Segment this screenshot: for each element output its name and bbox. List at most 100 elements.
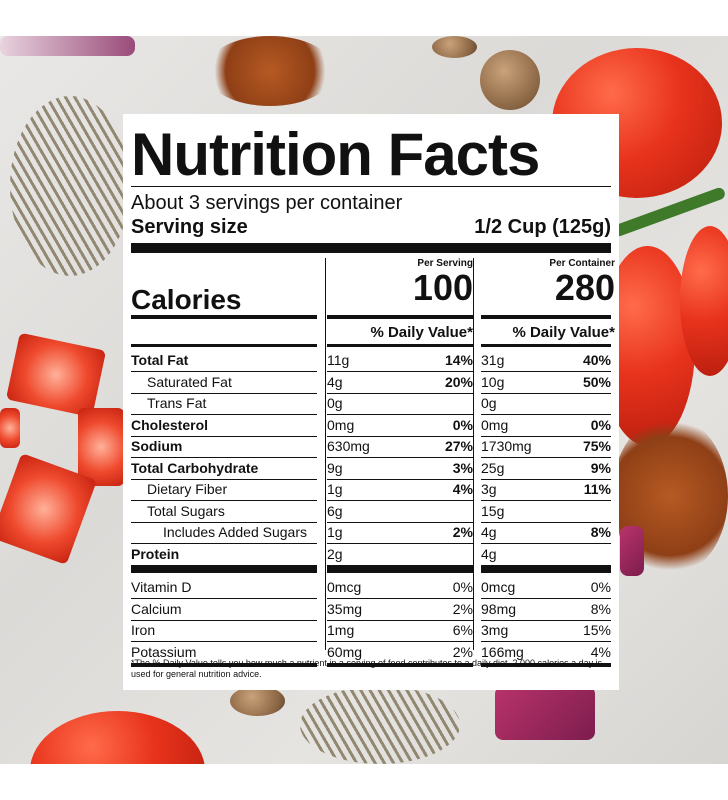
- nutrient-serving-dv: 27%: [444, 438, 473, 454]
- vitamin-serving-dv: 2%: [452, 643, 473, 660]
- nutrient-serving-amount: 630mg: [327, 438, 370, 454]
- vitamin-name: Calcium: [131, 600, 182, 617]
- tomato-wedge: [78, 408, 124, 486]
- thick-rule: [481, 663, 611, 667]
- nutrient-container-amount: 3g: [481, 481, 497, 497]
- row-rule: [131, 543, 317, 544]
- vitamin-name: Vitamin D: [131, 579, 192, 595]
- nutrient-name: Saturated Fat: [147, 373, 232, 390]
- dv-header-container: % Daily Value*: [512, 324, 615, 341]
- nutrient-container-dv: 11%: [583, 481, 611, 497]
- row-rule: [481, 392, 611, 394]
- calories-text: Calories: [131, 284, 242, 315]
- nutrient-serving-dv: 2%: [452, 524, 473, 540]
- red-onion: [620, 526, 644, 576]
- row-rule: [327, 619, 473, 621]
- row-rule: [327, 414, 473, 415]
- vitamin-container-amount: 98mg: [481, 600, 517, 617]
- row-rule: [327, 598, 473, 599]
- serving-size-value: 1/2 Cup (125g): [474, 216, 611, 238]
- nutrient-container-amount: 1730mg: [481, 438, 532, 454]
- servings-per-container: About 3 servings per container: [131, 192, 403, 214]
- row-rule: [327, 478, 473, 480]
- vitamin-serving-amount: 0mcg: [327, 579, 362, 595]
- nutrient-row: Saturated Fat 4g 20% 10g 50%: [131, 372, 611, 393]
- thick-rule: [481, 565, 611, 573]
- per-container-header: Per Container 280: [477, 258, 615, 307]
- nutrient-serving-amount: 1g: [327, 524, 343, 540]
- thick-rule: [327, 315, 473, 319]
- vitamin-serving-amount: 60mg: [327, 643, 363, 660]
- serving-size-row: Serving size 1/2 Cup (125g): [131, 215, 611, 239]
- row-rule: [327, 457, 473, 458]
- nutrient-name: Sodium: [131, 438, 183, 454]
- row-rule: [131, 457, 317, 458]
- vitamin-serving-dv: 6%: [452, 622, 473, 638]
- thick-rule: [131, 663, 317, 667]
- row-rule: [481, 457, 611, 458]
- thick-rule: [481, 315, 611, 319]
- row-rule: [481, 414, 611, 415]
- row-rule: [327, 641, 473, 642]
- nutrient-row: Total Fat 11g 14% 31g 40%: [131, 350, 611, 371]
- red-onion: [0, 36, 135, 56]
- nutrient-name: Total Fat: [131, 352, 189, 368]
- nutrient-row: Trans Fat 0g 0g: [131, 393, 611, 414]
- vitamin-container-dv: 15%: [582, 622, 611, 638]
- nutrient-serving-amount: 0g: [327, 395, 343, 411]
- row-rule: [327, 521, 473, 523]
- nutrient-serving-amount: 6g: [327, 502, 343, 519]
- nutrient-container-dv: 40%: [582, 352, 611, 368]
- nutrient-row: Protein 2g 4g: [131, 544, 611, 565]
- vitamin-serving-amount: 1mg: [327, 622, 355, 638]
- tomato-wedge: [5, 332, 107, 418]
- row-rule: [481, 500, 611, 501]
- row-rule: [131, 371, 317, 372]
- row-rule: [327, 500, 473, 501]
- vitamin-row: Iron 1mg 6% 3mg 15%: [131, 620, 611, 641]
- row-rule: [131, 478, 317, 480]
- nutrition-facts-label: Nutrition Facts About 3 servings per con…: [123, 114, 619, 690]
- thick-rule: [131, 565, 317, 573]
- nutrient-container-dv: 8%: [590, 524, 611, 540]
- nutrient-container-amount: 0mg: [481, 416, 509, 433]
- vitamin-serving-dv: 0%: [452, 579, 473, 595]
- cumin-seeds: [10, 96, 130, 276]
- nutrient-container-amount: 31g: [481, 352, 505, 368]
- calories-label: Calories: [131, 284, 317, 316]
- nutrient-name: Total Sugars: [147, 502, 225, 519]
- thick-rule: [131, 315, 317, 319]
- vitamin-container-dv: 0%: [590, 579, 611, 595]
- vitamin-container-amount: 166mg: [481, 643, 524, 660]
- row-rule: [131, 414, 317, 415]
- nutmeg: [432, 36, 477, 58]
- nutrient-container-amount: 10g: [481, 373, 505, 390]
- nutrient-serving-amount: 4g: [327, 373, 343, 390]
- nutrient-container-amount: 15g: [481, 502, 505, 519]
- vitamin-name: Potassium: [131, 643, 197, 660]
- nutrient-name: Cholesterol: [131, 416, 209, 433]
- nutrient-container-amount: 4g: [481, 545, 497, 562]
- nutrient-row: Sodium 630mg 27% 1730mg 75%: [131, 436, 611, 457]
- nutrient-container-dv: 75%: [582, 438, 611, 454]
- footnote: *The % Daily Value tells you how much a …: [131, 658, 603, 679]
- thick-rule: [327, 344, 473, 347]
- nutrient-name: Total Carbohydrate: [131, 459, 259, 476]
- nutrient-name: Trans Fat: [147, 395, 207, 411]
- vitamin-row: Calcium 35mg 2% 98mg 8%: [131, 599, 611, 620]
- row-rule: [131, 598, 317, 599]
- per-serving-header: Per Serving 100: [327, 258, 473, 307]
- calories-per-serving: 100: [412, 267, 473, 308]
- nutrient-row: Total Carbohydrate 9g 3% 25g 9%: [131, 458, 611, 479]
- red-onion: [495, 686, 595, 740]
- per-serving-label: Per Serving: [417, 258, 473, 269]
- vitamin-serving-dv: 2%: [452, 600, 473, 617]
- nutrient-row: Includes Added Sugars 1g 2% 4g 8%: [131, 522, 611, 543]
- vitamin-name: Iron: [131, 622, 156, 638]
- tomato-wedge: [0, 408, 20, 448]
- vitamin-row: Potassium 60mg 2% 166mg 4%: [131, 642, 611, 663]
- nutrient-row: Cholesterol 0mg 0% 0mg 0%: [131, 415, 611, 436]
- dv-header-serving: % Daily Value*: [370, 324, 473, 341]
- row-rule: [131, 435, 317, 437]
- row-rule: [481, 521, 611, 523]
